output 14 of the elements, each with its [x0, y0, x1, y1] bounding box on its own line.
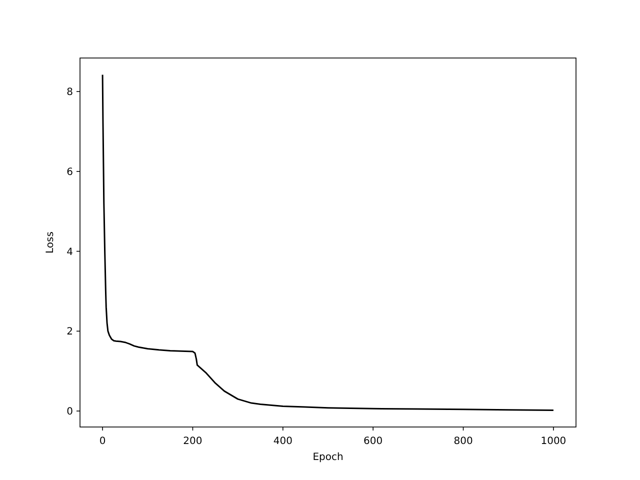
x-tick-label: 800 — [454, 436, 473, 447]
x-tick-label: 0 — [99, 436, 106, 447]
x-axis-title: Epoch — [312, 452, 344, 463]
y-tick-label: 0 — [66, 406, 73, 418]
x-tick-label: 400 — [273, 436, 292, 447]
x-tick-label: 600 — [364, 436, 383, 447]
x-tick-label: 1000 — [540, 436, 566, 447]
y-tick-label: 6 — [66, 166, 73, 178]
y-tick-label: 2 — [66, 326, 73, 338]
y-tick-label: 4 — [66, 246, 73, 258]
line-series — [102, 74, 554, 411]
y-axis-title: Loss — [45, 232, 56, 254]
y-tick-label: 8 — [66, 87, 73, 98]
x-tick-label: 200 — [183, 436, 202, 447]
